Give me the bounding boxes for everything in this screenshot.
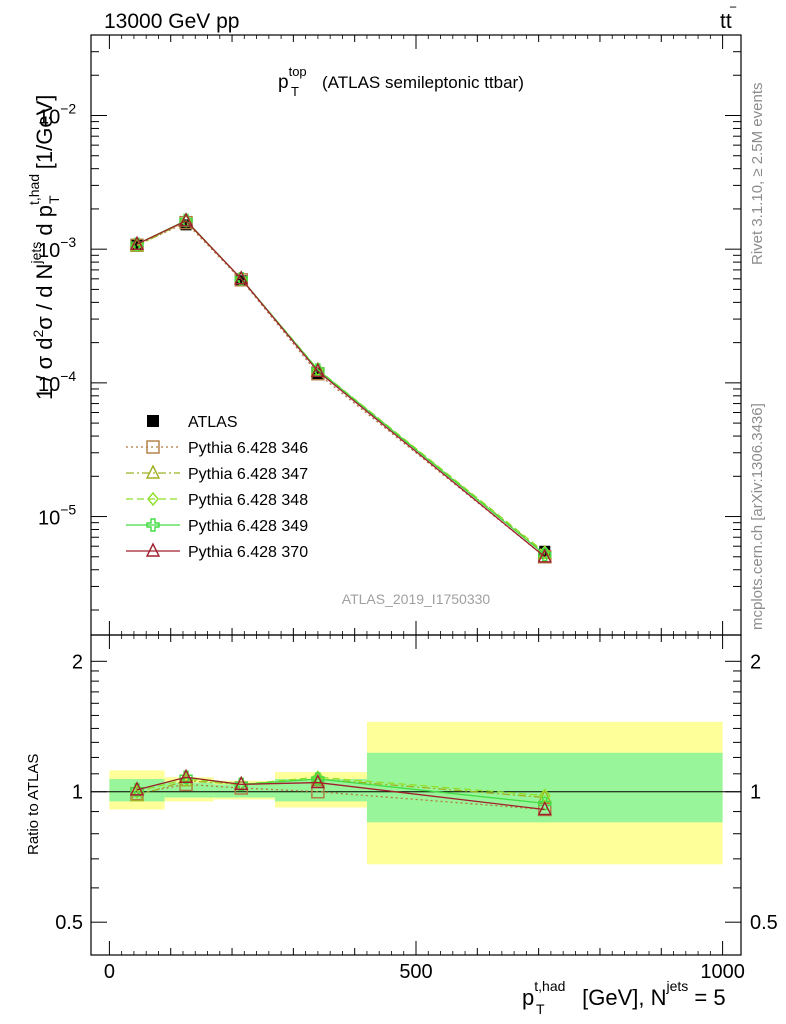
ratio-4-point-0 bbox=[129, 781, 145, 796]
legend-marker-3 bbox=[146, 518, 160, 532]
ratio-line-4 bbox=[136, 776, 545, 811]
legend-label-2: Pythia 6.428 348 bbox=[188, 492, 308, 509]
ratio-2-point-3 bbox=[311, 770, 324, 785]
y-tick-label-1: 10−3 bbox=[38, 234, 76, 262]
series-layer bbox=[129, 212, 552, 817]
y-tick-label-0: 10−2 bbox=[38, 100, 76, 128]
process-bar: ‾ bbox=[729, 6, 736, 23]
ratio-tick-label-right-2: 2 bbox=[750, 651, 761, 673]
process-label: tt bbox=[720, 10, 732, 33]
series-line-4 bbox=[136, 220, 546, 558]
process-label-tt: tt bbox=[720, 10, 732, 33]
band-inner-4 bbox=[366, 752, 723, 823]
series-4-point-0 bbox=[129, 235, 145, 250]
ratio-tick-label-left-1: 1 bbox=[72, 782, 83, 804]
legend-marker-0 bbox=[146, 440, 160, 454]
legend-marker-1 bbox=[145, 464, 161, 479]
legend-label-0: Pythia 6.428 346 bbox=[188, 440, 308, 457]
band-inner-0 bbox=[109, 779, 165, 802]
axes: 0 500 1000 10−2 10−3 10−4 10−5 0.5 0.5 1 1 2 2 bbox=[38, 34, 778, 983]
x-tick-label-0: 0 bbox=[104, 961, 115, 983]
band-inner-2 bbox=[213, 784, 275, 798]
series-line-0 bbox=[136, 221, 546, 558]
atlas-point-1 bbox=[180, 219, 192, 231]
x-axis-label: pt,had T [GeV], Njets = 5 bbox=[522, 978, 726, 1017]
ratio-4-point-2 bbox=[234, 775, 249, 791]
analysis-watermark: ATLAS_2019_I1750330 bbox=[342, 591, 491, 607]
legend-label-3: Pythia 6.428 349 bbox=[188, 518, 308, 535]
ratio-tick-label-right-1: 1 bbox=[750, 782, 761, 804]
y-axis-label: 1 / σ d2σ / d Njets d pt,had T [1/GeV] bbox=[26, 95, 62, 400]
mcplots-label: mcplots.cern.ch [arXiv:1306.3436] bbox=[749, 403, 766, 630]
series-4-point-4 bbox=[537, 548, 552, 563]
legend: ATLAS Pythia 6.428 346 Pythia 6.428 347 Pyt… bbox=[126, 414, 308, 561]
ratio-line-2 bbox=[136, 776, 545, 797]
legend-label-atlas: ATLAS bbox=[188, 414, 238, 431]
x-tick-label-1: 500 bbox=[399, 961, 432, 983]
legend-marker-2 bbox=[147, 491, 159, 507]
series-2-point-4 bbox=[538, 545, 551, 560]
ratio-3-point-3 bbox=[311, 772, 325, 786]
uncertainty-bands bbox=[91, 721, 741, 865]
legend-marker-atlas bbox=[147, 415, 159, 427]
band-inner-3 bbox=[274, 779, 367, 802]
ratio-3-point-4 bbox=[538, 796, 552, 811]
ratio-line-1 bbox=[136, 778, 545, 799]
ratio-tick-label-left-0: 0.5 bbox=[55, 912, 83, 934]
ratio-4-point-1 bbox=[178, 768, 194, 783]
y-tick-label-3: 10−5 bbox=[38, 502, 76, 530]
energy-label: 13000 GeV pp bbox=[104, 10, 239, 33]
legend-label-4: Pythia 6.428 370 bbox=[188, 544, 308, 561]
series-4-point-2 bbox=[234, 270, 249, 285]
atlas-point-3 bbox=[312, 368, 324, 380]
plot-title: ptop T (ATLAS semileptonic ttbar) bbox=[278, 64, 524, 99]
atlas-point-2 bbox=[235, 275, 247, 287]
x-tick-label-2: 1000 bbox=[700, 961, 745, 983]
ratio-0-point-3 bbox=[311, 785, 325, 799]
legend-label-1: Pythia 6.428 347 bbox=[188, 466, 308, 483]
ratio-tick-label-left-2: 2 bbox=[72, 651, 83, 673]
ratio-line-0 bbox=[136, 783, 545, 811]
legend-marker-4 bbox=[145, 542, 161, 557]
ratio-axis-label: Ratio to ATLAS bbox=[25, 754, 42, 855]
rivet-label: Rivet 3.1.10, ≥ 2.5M events bbox=[749, 83, 766, 266]
series-4-point-3 bbox=[310, 362, 326, 378]
y-tick-label-2: 10−4 bbox=[38, 368, 76, 396]
ratio-tick-label-right-0: 0.5 bbox=[750, 912, 778, 934]
ratio-4-point-4 bbox=[537, 800, 552, 816]
ratio-4-point-3 bbox=[310, 773, 326, 789]
series-4-point-1 bbox=[178, 212, 194, 227]
